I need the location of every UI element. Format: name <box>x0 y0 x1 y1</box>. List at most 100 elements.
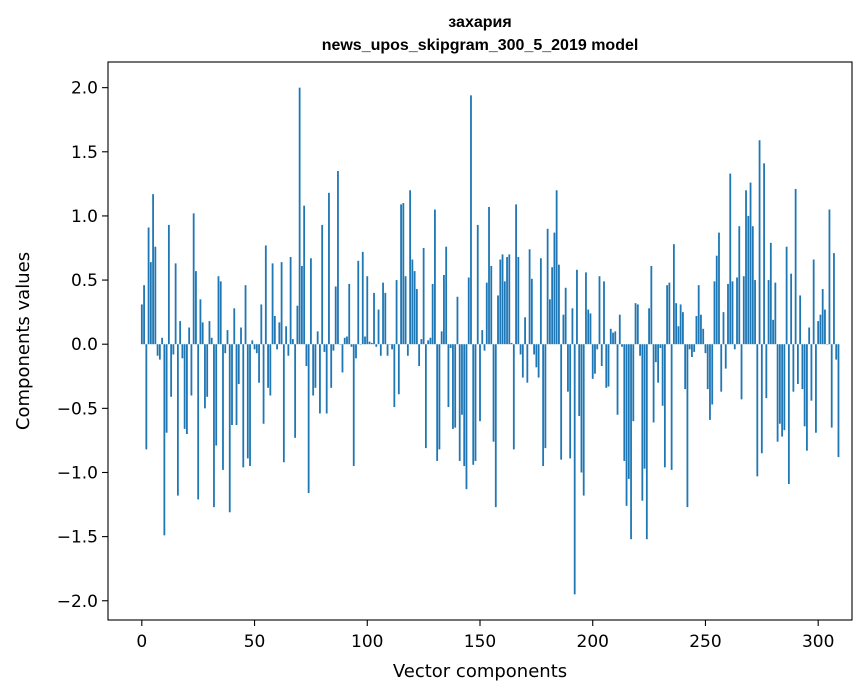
bar <box>677 326 680 345</box>
bar <box>781 344 784 437</box>
bar <box>420 339 423 345</box>
bar <box>682 312 684 345</box>
bar <box>736 277 738 345</box>
bar <box>578 344 581 417</box>
bar <box>267 344 269 388</box>
bar <box>382 282 384 345</box>
bar <box>305 344 308 367</box>
bar <box>346 336 348 345</box>
bar <box>691 344 693 358</box>
bar <box>395 280 398 345</box>
bar <box>400 204 402 345</box>
bar <box>810 344 813 401</box>
bar <box>684 344 687 390</box>
bar <box>497 295 499 345</box>
bar <box>415 289 418 345</box>
bar <box>434 209 436 345</box>
bar <box>670 344 673 470</box>
bar <box>600 344 603 367</box>
bar <box>636 304 639 345</box>
bar <box>485 282 488 345</box>
bar <box>249 344 251 467</box>
bar <box>391 344 393 350</box>
bar <box>285 326 288 345</box>
bar <box>443 274 445 345</box>
bar <box>772 319 774 345</box>
bar <box>598 276 601 345</box>
bar <box>445 246 448 345</box>
bar <box>404 276 407 345</box>
bar <box>386 344 389 356</box>
bar <box>763 163 765 345</box>
bar <box>492 344 495 442</box>
bar <box>758 140 761 345</box>
bar <box>524 317 526 345</box>
bar <box>688 344 691 350</box>
bar <box>210 337 213 345</box>
bar <box>343 337 346 345</box>
bar <box>618 314 621 345</box>
bar <box>461 344 463 415</box>
bar <box>226 330 229 345</box>
bar <box>287 344 290 356</box>
x-tick-label: 250 <box>689 632 721 652</box>
bar <box>170 344 173 397</box>
bar <box>179 321 182 345</box>
bar <box>242 344 245 468</box>
bar <box>756 344 759 477</box>
bar <box>727 283 729 345</box>
bar <box>291 339 294 345</box>
bar <box>481 330 484 345</box>
bar <box>659 344 662 349</box>
y-tick-label: −2.0 <box>57 592 98 612</box>
bar <box>188 327 191 345</box>
bar <box>409 190 412 345</box>
bar <box>264 245 267 345</box>
bar <box>436 344 439 461</box>
x-axis-label: Vector components <box>393 661 567 682</box>
bar <box>449 344 452 349</box>
bar <box>657 344 660 383</box>
bar <box>186 344 188 434</box>
bar <box>738 226 741 345</box>
bar <box>458 344 461 461</box>
bar <box>197 344 200 500</box>
bar <box>765 344 768 399</box>
bar <box>224 344 227 354</box>
x-tick-label: 0 <box>136 632 147 652</box>
bar <box>488 206 490 345</box>
bar <box>551 267 554 345</box>
bar <box>794 188 797 345</box>
bar <box>542 344 545 467</box>
bar <box>233 308 236 345</box>
bar <box>824 309 826 345</box>
y-tick-label: 1.5 <box>71 143 98 163</box>
bar <box>742 276 745 345</box>
bar <box>161 337 164 345</box>
bar <box>503 281 506 345</box>
bar <box>373 292 375 345</box>
bar <box>821 289 824 345</box>
y-tick-label: 0.0 <box>71 335 98 355</box>
bar <box>517 256 520 345</box>
bar <box>778 344 781 424</box>
bar <box>350 344 353 347</box>
bar <box>402 203 405 345</box>
bar <box>612 332 614 345</box>
bar <box>370 342 373 345</box>
bar <box>564 287 567 345</box>
bar <box>567 344 569 392</box>
bar <box>603 281 605 345</box>
bar <box>506 256 508 345</box>
bar <box>337 171 339 345</box>
bar <box>697 285 700 345</box>
y-tick-label: −1.0 <box>57 463 98 483</box>
bar <box>625 344 628 506</box>
bar <box>255 344 258 354</box>
bar <box>796 344 799 384</box>
bar <box>296 305 299 345</box>
bar <box>616 344 619 415</box>
bar <box>576 269 578 345</box>
bar <box>548 299 551 345</box>
bar <box>147 227 150 345</box>
